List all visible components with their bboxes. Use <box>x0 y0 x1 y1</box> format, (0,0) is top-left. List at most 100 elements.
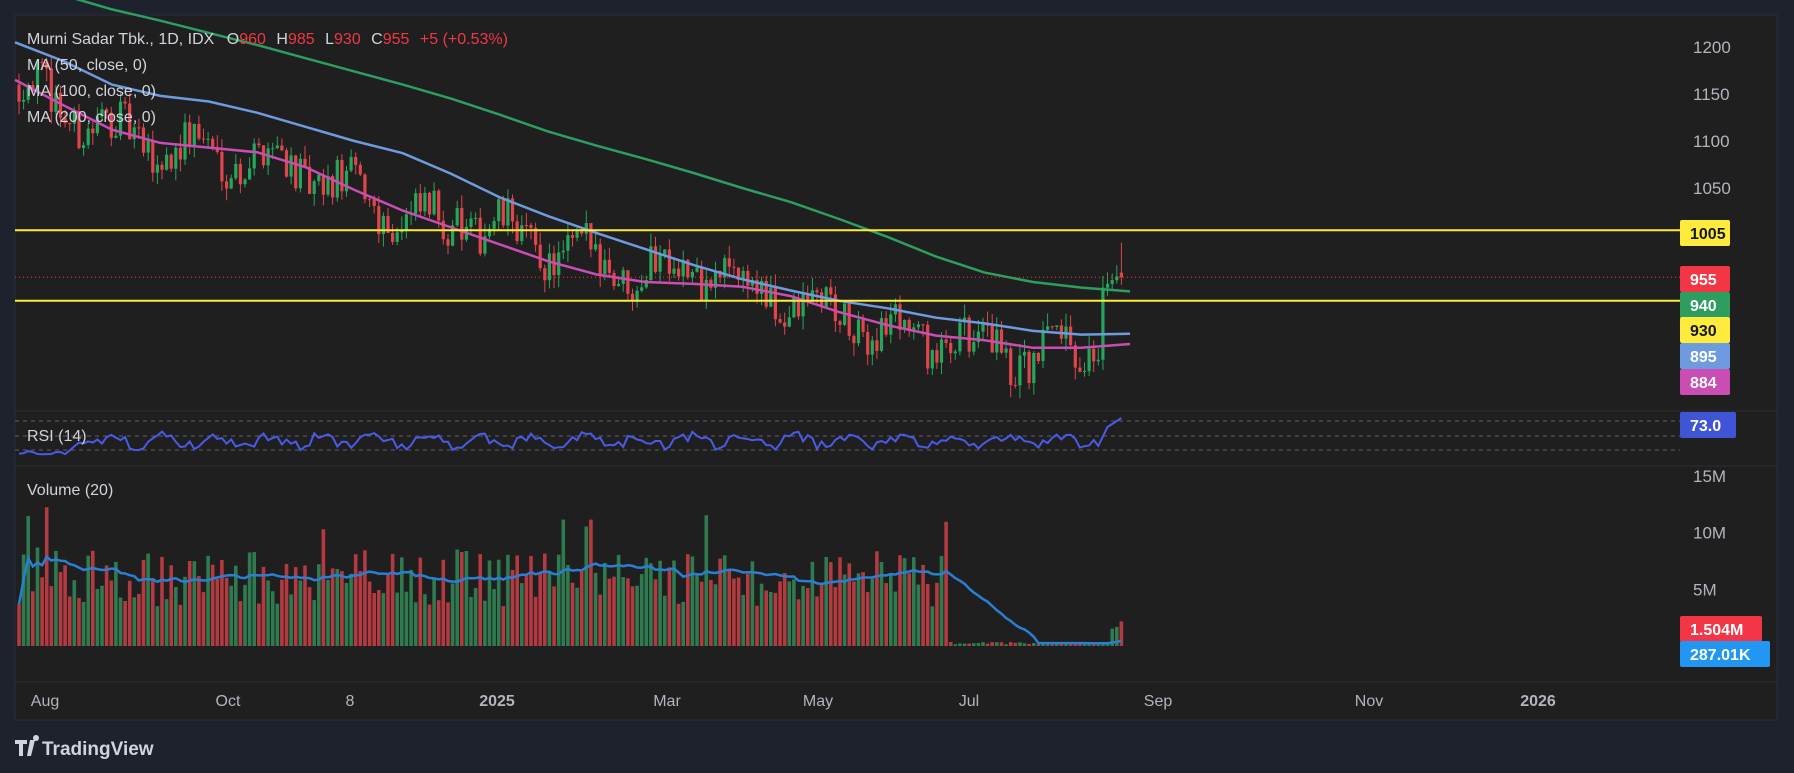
volume-bar <box>1096 643 1101 646</box>
volume-bar <box>579 569 584 646</box>
candle-body <box>912 327 916 331</box>
volume-bar <box>782 573 787 646</box>
ma200-legend[interactable]: MA (200, close, 0) <box>27 109 156 126</box>
candle-body <box>460 208 464 240</box>
candle-body <box>607 259 611 273</box>
candle-body <box>778 319 782 323</box>
ma50-badge-bg <box>1680 369 1730 395</box>
candle-body <box>875 340 879 351</box>
volume-bar <box>598 594 602 646</box>
volume-bar <box>1055 643 1059 646</box>
candle-body <box>192 123 196 146</box>
volume-bar <box>686 554 690 646</box>
candle-body <box>529 225 533 228</box>
open-value: 960 <box>239 31 266 48</box>
candle-body <box>63 117 67 124</box>
volume-bar <box>303 565 307 646</box>
candle-body <box>690 271 694 278</box>
candle-body <box>727 258 731 267</box>
symbol-legend[interactable]: Murni Sadar Tbk., 1D, IDX O960 H985 L930… <box>27 31 508 48</box>
candle-body <box>49 68 53 112</box>
volume-bars <box>17 507 1124 646</box>
volume-ma <box>17 554 1122 645</box>
volume-bar <box>496 559 501 646</box>
candle-body <box>1119 272 1123 278</box>
price-axis[interactable]: 1200 1150 1100 1050 <box>1693 38 1731 198</box>
candle-body <box>174 147 178 169</box>
candle-body <box>589 223 593 250</box>
candle-body <box>95 116 99 134</box>
candle-body <box>114 135 118 138</box>
candle-body <box>1027 351 1031 384</box>
candle-body <box>340 159 344 192</box>
ma50-line <box>14 78 1131 350</box>
candle-body <box>275 145 279 149</box>
volume-bar <box>653 579 658 646</box>
volume-bar <box>981 642 985 646</box>
candle-body <box>667 249 671 274</box>
candle-body <box>271 148 275 150</box>
volume-bar <box>847 563 852 646</box>
candle-body <box>22 99 26 102</box>
candle-body <box>713 270 718 288</box>
volume-axis[interactable]: 15M 10M 5M <box>1693 467 1726 599</box>
volume-bar <box>672 560 676 646</box>
ma50-legend[interactable]: MA (50, close, 0) <box>27 57 147 74</box>
volume-legend[interactable]: Volume (20) <box>27 482 113 499</box>
volume-bar <box>985 643 990 646</box>
ma200-badge-bg <box>1680 292 1730 318</box>
volume-bar <box>879 562 884 646</box>
volume-bar <box>713 584 718 646</box>
volume-bar <box>556 554 561 646</box>
candle-body <box>907 319 911 331</box>
close-label: C <box>371 31 383 48</box>
volume-bar <box>298 580 303 646</box>
volume-bar <box>639 574 644 646</box>
volume-bar <box>312 600 316 646</box>
volume-bar <box>718 558 722 646</box>
tradingview-logo[interactable]: TradingView <box>15 735 154 760</box>
volume-bar <box>1087 644 1091 646</box>
candle-body <box>128 103 132 140</box>
candle-body <box>561 250 565 253</box>
volume-bar <box>948 642 953 646</box>
candle-body <box>1078 367 1082 372</box>
candle-body <box>833 294 837 322</box>
time-tick-label: 2025 <box>479 693 515 710</box>
volume-bar <box>54 550 58 646</box>
tradingview-logo-icon <box>15 735 40 756</box>
volume-bar <box>326 580 330 646</box>
volume-bar <box>796 599 801 646</box>
ma200-line <box>75 0 1131 293</box>
volume-bar <box>990 642 994 646</box>
volume-bar <box>727 570 732 646</box>
candle-body <box>432 190 436 215</box>
candle-body <box>109 112 113 138</box>
candle-body <box>100 109 104 117</box>
volume-bar <box>67 596 72 646</box>
rsi-badge-label: 73.0 <box>1690 418 1721 435</box>
candle-body <box>815 290 819 293</box>
candle-body <box>949 343 953 354</box>
candle-body <box>492 221 496 229</box>
volume-bar <box>31 591 35 646</box>
candle-body <box>884 318 888 335</box>
volume-bar <box>649 563 653 646</box>
volume-bar <box>349 573 353 646</box>
volume-bar <box>257 603 261 646</box>
candle-body <box>677 268 681 277</box>
candle-body <box>446 239 450 246</box>
volume-bar <box>252 552 256 646</box>
candle-body <box>26 85 30 100</box>
candle-body <box>695 267 699 272</box>
volume-bar <box>736 577 741 646</box>
time-axis[interactable]: Aug Oct 8 2025 Mar May Jul Sep Nov 2026 <box>31 693 1556 710</box>
candle-body <box>284 150 289 177</box>
candle-body <box>570 235 575 238</box>
volume-bar <box>769 592 773 646</box>
ma100-legend[interactable]: MA (100, close, 0) <box>27 83 156 100</box>
volume-bar <box>709 580 713 646</box>
rsi-legend[interactable]: RSI (14) <box>27 428 87 445</box>
candle-body <box>598 244 602 275</box>
volume-bar <box>344 583 349 646</box>
